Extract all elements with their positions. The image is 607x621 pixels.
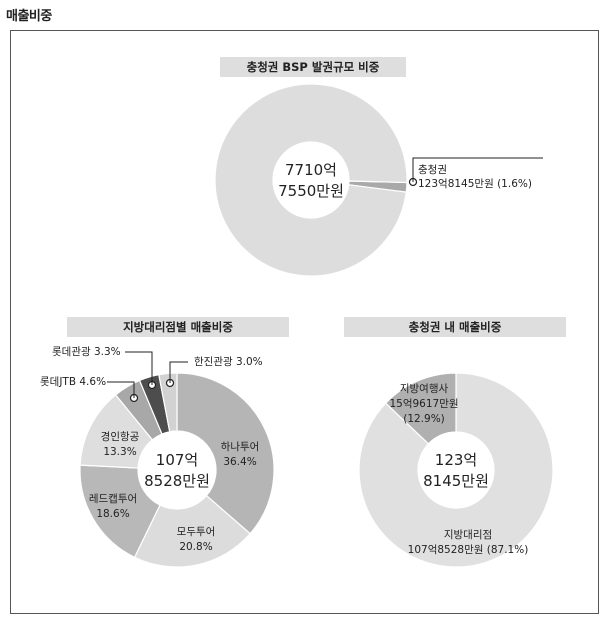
chart2-title-bar — [67, 317, 289, 337]
chart1-title-bar — [220, 57, 406, 77]
chart3-title-bar — [344, 317, 566, 337]
chart1-title: 충청권 BSP 발권규모 비중 — [247, 60, 380, 74]
chart2-sublabel-0: 36.4% — [223, 456, 256, 468]
chart2-callout-6: 한진관광 3.0% — [194, 356, 263, 368]
chart1-slice-label: 충청권 — [418, 164, 447, 176]
chart2-label-2: 레드캡투어 — [89, 493, 137, 505]
chart1-leader-line — [412, 157, 543, 182]
chart2-callout-4: 롯데JTB 4.6% — [40, 376, 106, 388]
chart3-title: 충청권 내 매출비중 — [409, 320, 502, 334]
chart3-center-line2: 8145만원 — [423, 472, 489, 490]
chart2-slice-0 — [176, 372, 275, 535]
chart2-sublabel-3: 13.3% — [103, 446, 136, 458]
chart3-sublabel-1: 15억9617만원 — [389, 398, 458, 410]
chart1-slice-1 — [214, 83, 408, 277]
chart2-title: 지방대리점별 매출비중 — [123, 320, 233, 334]
chart3-slice-1 — [384, 372, 457, 445]
chart3-sublabel-0: 107억8528만원 (87.1%) — [408, 544, 529, 556]
chart2-leader-6 — [169, 361, 188, 383]
chart2-label-3: 경인항공 — [101, 430, 140, 443]
chart2-label-1: 모두투어 — [177, 526, 216, 538]
chart2-sublabel-2: 18.6% — [96, 508, 129, 520]
chart3-label-0: 지방대리점 — [444, 529, 492, 541]
chart3-slice-0 — [358, 372, 554, 568]
chart1-slice-sublabel: 123억8145만원 (1.6%) — [418, 178, 532, 190]
chart2-slice-6 — [158, 372, 178, 433]
chart2-leader-5 — [125, 351, 153, 385]
chart1-center-line2: 7550만원 — [278, 182, 344, 200]
chart2-center-line2: 8528만원 — [144, 472, 210, 490]
chart3-label-1: 지방여행사 — [400, 383, 449, 395]
chart3-sublabel2-1: (12.9%) — [403, 413, 445, 425]
chart3-center-line1: 123억 — [435, 451, 477, 469]
chart2-slice-2 — [79, 464, 161, 559]
chart2-slice-1 — [133, 494, 252, 568]
chart1-center-line1: 7710억 — [285, 161, 337, 179]
chart2-callout-5: 롯데관광 3.3% — [52, 346, 121, 358]
page-title: 매출비중 — [6, 9, 52, 24]
chart-frame — [10, 30, 599, 614]
chart2-label-0: 하나투어 — [221, 440, 260, 453]
chart2-leader-4 — [107, 381, 135, 398]
chart2-sublabel-1: 20.8% — [179, 541, 212, 553]
chart2-center-line1: 107억 — [156, 451, 198, 469]
